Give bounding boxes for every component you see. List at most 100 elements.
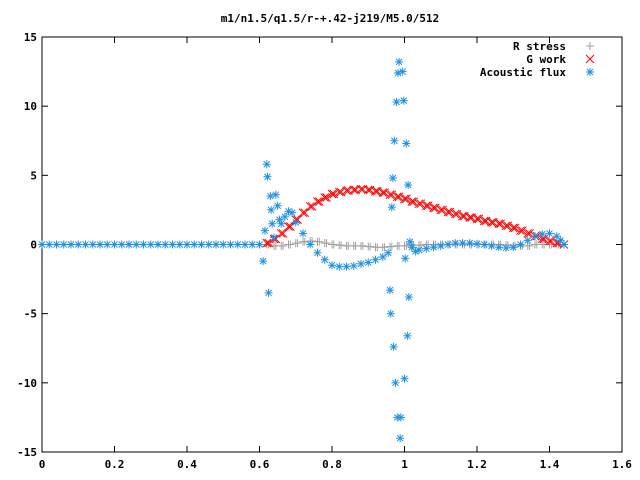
data-point — [284, 222, 293, 231]
series-2 — [38, 57, 568, 443]
data-point — [380, 243, 389, 252]
data-point — [139, 240, 148, 249]
data-point — [436, 241, 445, 250]
data-point — [473, 239, 481, 248]
data-point — [474, 214, 484, 224]
data-point — [262, 238, 272, 248]
data-point — [313, 248, 322, 257]
data-point — [306, 240, 315, 249]
data-point — [299, 229, 307, 238]
data-point — [380, 188, 389, 197]
data-point — [175, 240, 184, 249]
data-point — [394, 192, 404, 202]
data-point — [190, 240, 199, 249]
data-point — [103, 240, 112, 249]
data-point — [88, 240, 97, 249]
data-point — [117, 240, 126, 249]
data-point — [96, 240, 104, 249]
x-tick-label: 0.4 — [177, 458, 197, 471]
data-point — [438, 205, 447, 215]
data-point — [315, 237, 324, 246]
data-point — [384, 248, 393, 257]
data-point — [392, 98, 401, 107]
data-point — [342, 262, 351, 271]
data-point — [389, 342, 398, 351]
data-point — [366, 242, 375, 251]
data-point — [496, 219, 505, 229]
data-point — [510, 223, 520, 233]
data-point — [81, 240, 90, 249]
data-point — [481, 216, 491, 226]
data-point — [458, 239, 467, 248]
data-point — [197, 240, 206, 249]
data-point — [556, 236, 565, 245]
data-point — [183, 240, 191, 249]
data-point — [531, 232, 539, 241]
data-point — [364, 258, 373, 267]
data-point — [391, 378, 400, 387]
data-point — [443, 207, 453, 217]
data-point — [305, 202, 315, 211]
data-point — [396, 434, 405, 443]
data-point — [400, 374, 409, 383]
data-point — [279, 241, 288, 250]
x-tick-label: 0.6 — [250, 458, 270, 471]
axes: 0 0.2 0.4 0.6 0.8 1 1.2 1.4 1.6 -15 -10 -5 0 5 10 15 — [17, 31, 632, 471]
data-point — [452, 209, 462, 219]
data-point — [467, 213, 476, 222]
data-point — [403, 331, 412, 340]
data-point — [241, 240, 249, 249]
data-point — [263, 172, 272, 181]
data-point — [386, 286, 394, 295]
data-point — [67, 240, 75, 249]
data-point — [52, 240, 61, 249]
data-point — [273, 201, 282, 210]
data-point — [465, 213, 475, 222]
data-point — [233, 240, 242, 249]
data-point — [494, 243, 503, 252]
data-point — [409, 197, 418, 206]
x-tick-label: 1.2 — [467, 458, 487, 471]
data-point — [494, 219, 504, 229]
data-point — [110, 240, 119, 249]
data-point — [451, 239, 460, 248]
x-tick-label: 1.4 — [540, 458, 560, 471]
data-point — [523, 229, 533, 238]
data-point — [270, 233, 278, 242]
data-point — [487, 218, 496, 227]
x-tick-label: 0.8 — [322, 458, 342, 471]
data-point — [402, 139, 411, 148]
data-point — [293, 239, 302, 248]
data-point — [358, 241, 367, 250]
data-point — [277, 219, 286, 228]
data-point — [356, 184, 366, 194]
data-point — [401, 194, 411, 204]
data-point — [405, 237, 414, 246]
data-point — [267, 205, 276, 214]
data-point — [284, 207, 293, 216]
data-point — [204, 240, 213, 249]
data-point — [516, 226, 525, 236]
data-point — [407, 197, 417, 206]
data-point — [334, 187, 344, 197]
series-1 — [262, 184, 569, 249]
y-tick-label: 0 — [30, 239, 37, 252]
data-point — [415, 246, 423, 255]
data-point — [450, 209, 460, 219]
data-point — [271, 190, 280, 199]
data-point — [430, 203, 440, 213]
data-point — [388, 174, 397, 183]
data-point — [322, 239, 331, 248]
data-point — [146, 240, 155, 249]
data-point — [423, 201, 433, 211]
data-point — [501, 221, 511, 231]
data-point — [255, 240, 264, 249]
legend-marker — [585, 54, 595, 64]
data-point — [509, 243, 518, 252]
data-point — [219, 240, 228, 249]
data-point — [280, 212, 289, 221]
data-point — [429, 203, 438, 213]
data-point — [264, 288, 273, 297]
